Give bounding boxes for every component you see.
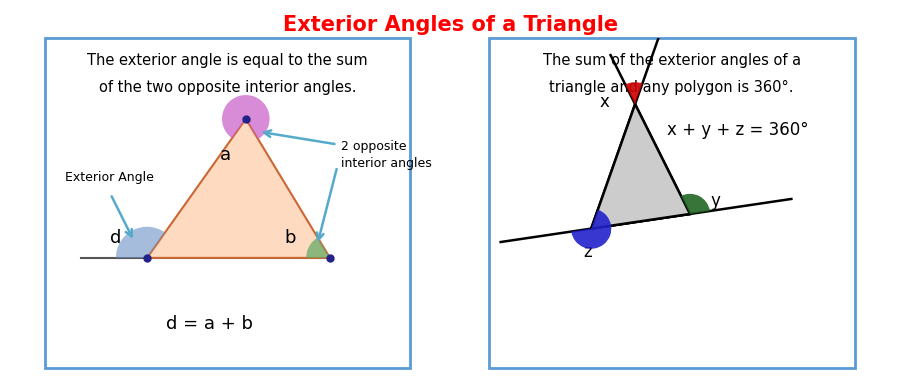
Text: x: x: [599, 93, 609, 111]
Text: z: z: [583, 244, 592, 261]
Wedge shape: [116, 227, 165, 258]
Text: d = a + b: d = a + b: [166, 315, 252, 333]
Text: y: y: [711, 192, 721, 210]
Polygon shape: [147, 119, 330, 258]
Text: a: a: [220, 146, 232, 164]
Text: of the two opposite interior angles.: of the two opposite interior angles.: [99, 80, 356, 95]
Bar: [488, 38, 855, 368]
Wedge shape: [306, 237, 330, 258]
Wedge shape: [681, 194, 710, 214]
Text: triangle and any polygon is 360°.: triangle and any polygon is 360°.: [550, 80, 794, 95]
Polygon shape: [591, 104, 690, 229]
Wedge shape: [571, 210, 611, 249]
Text: The sum of the exterior angles of a: The sum of the exterior angles of a: [542, 53, 801, 68]
Text: b: b: [284, 229, 296, 247]
Text: 2 opposite
interior angles: 2 opposite interior angles: [341, 141, 432, 170]
Wedge shape: [222, 95, 269, 139]
Wedge shape: [625, 82, 642, 104]
Text: The exterior angle is equal to the sum: The exterior angle is equal to the sum: [87, 53, 368, 68]
Text: d: d: [110, 229, 122, 247]
Text: x + y + z = 360°: x + y + z = 360°: [667, 121, 808, 139]
Text: Exterior Angles of a Triangle: Exterior Angles of a Triangle: [283, 15, 618, 35]
Bar: [44, 38, 411, 368]
Text: Exterior Angle: Exterior Angle: [65, 171, 153, 184]
